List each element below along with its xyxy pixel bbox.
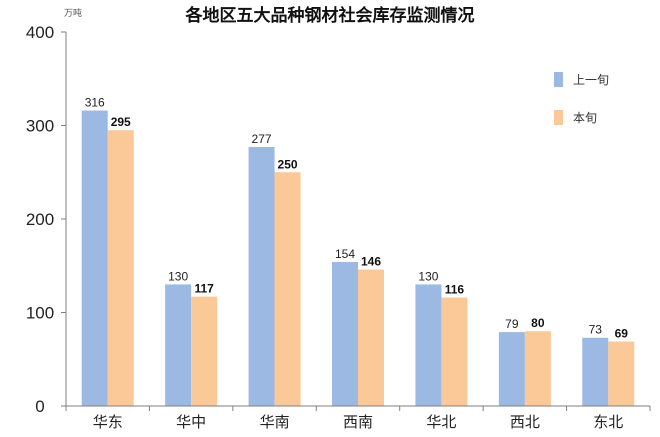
- bar-previous: [415, 284, 442, 406]
- x-tick-label: 华东: [93, 413, 123, 431]
- legend-swatch-previous: [554, 72, 563, 87]
- bar-current: [441, 297, 468, 406]
- data-label: 154: [335, 247, 355, 261]
- y-tick-label: 400: [26, 23, 54, 42]
- y-tick-label: 100: [26, 304, 54, 323]
- x-tick-label: 西南: [343, 413, 373, 431]
- data-label: 130: [168, 269, 188, 283]
- y-tick-label: 0: [35, 397, 44, 416]
- bar-previous: [582, 337, 609, 406]
- data-label: 295: [111, 115, 131, 129]
- data-label: 146: [361, 254, 381, 268]
- legend-label-current: 本旬: [573, 111, 597, 125]
- bar-current: [608, 341, 635, 406]
- data-label: 79: [505, 317, 519, 331]
- bar-current: [107, 130, 134, 407]
- data-label: 69: [615, 326, 629, 340]
- x-tick-label: 东北: [593, 413, 623, 431]
- data-label: 117: [194, 282, 214, 296]
- bar-previous: [165, 284, 192, 406]
- x-tick-label: 华北: [426, 413, 456, 431]
- data-label: 80: [531, 316, 545, 330]
- bars: 316 295 130 117 277 250 154 146 130 116 79 80 73 69: [81, 96, 635, 407]
- bar-previous: [332, 262, 358, 406]
- data-label: 116: [445, 283, 465, 297]
- x-axis: 华东 华中 华南 西南 华北 西北 东北: [65, 405, 651, 431]
- x-tick-label: 华中: [176, 413, 206, 431]
- bar-previous: [248, 147, 275, 406]
- bar-previous: [81, 110, 108, 406]
- bar-current: [358, 269, 384, 406]
- data-label: 250: [278, 157, 298, 171]
- chart-title: 各地区五大品种钢材社会库存监测情况: [185, 5, 475, 26]
- x-tick-label: 华南: [260, 413, 290, 431]
- data-label: 316: [85, 96, 105, 110]
- y-tick-label: 200: [26, 210, 54, 229]
- bar-current: [191, 296, 218, 406]
- legend-swatch-current: [554, 110, 563, 125]
- bar-previous: [498, 332, 525, 406]
- data-label: 277: [252, 132, 272, 146]
- data-label: 130: [418, 269, 438, 283]
- unit-label: 万吨: [64, 7, 82, 19]
- y-axis: 0 100 200 300 400: [26, 23, 67, 416]
- x-tick-label: 西北: [510, 413, 540, 431]
- data-label: 73: [589, 323, 603, 337]
- bar-current: [274, 172, 301, 406]
- bar-current: [524, 331, 551, 406]
- legend-label-previous: 上一旬: [573, 73, 609, 87]
- y-tick-label: 300: [26, 117, 54, 136]
